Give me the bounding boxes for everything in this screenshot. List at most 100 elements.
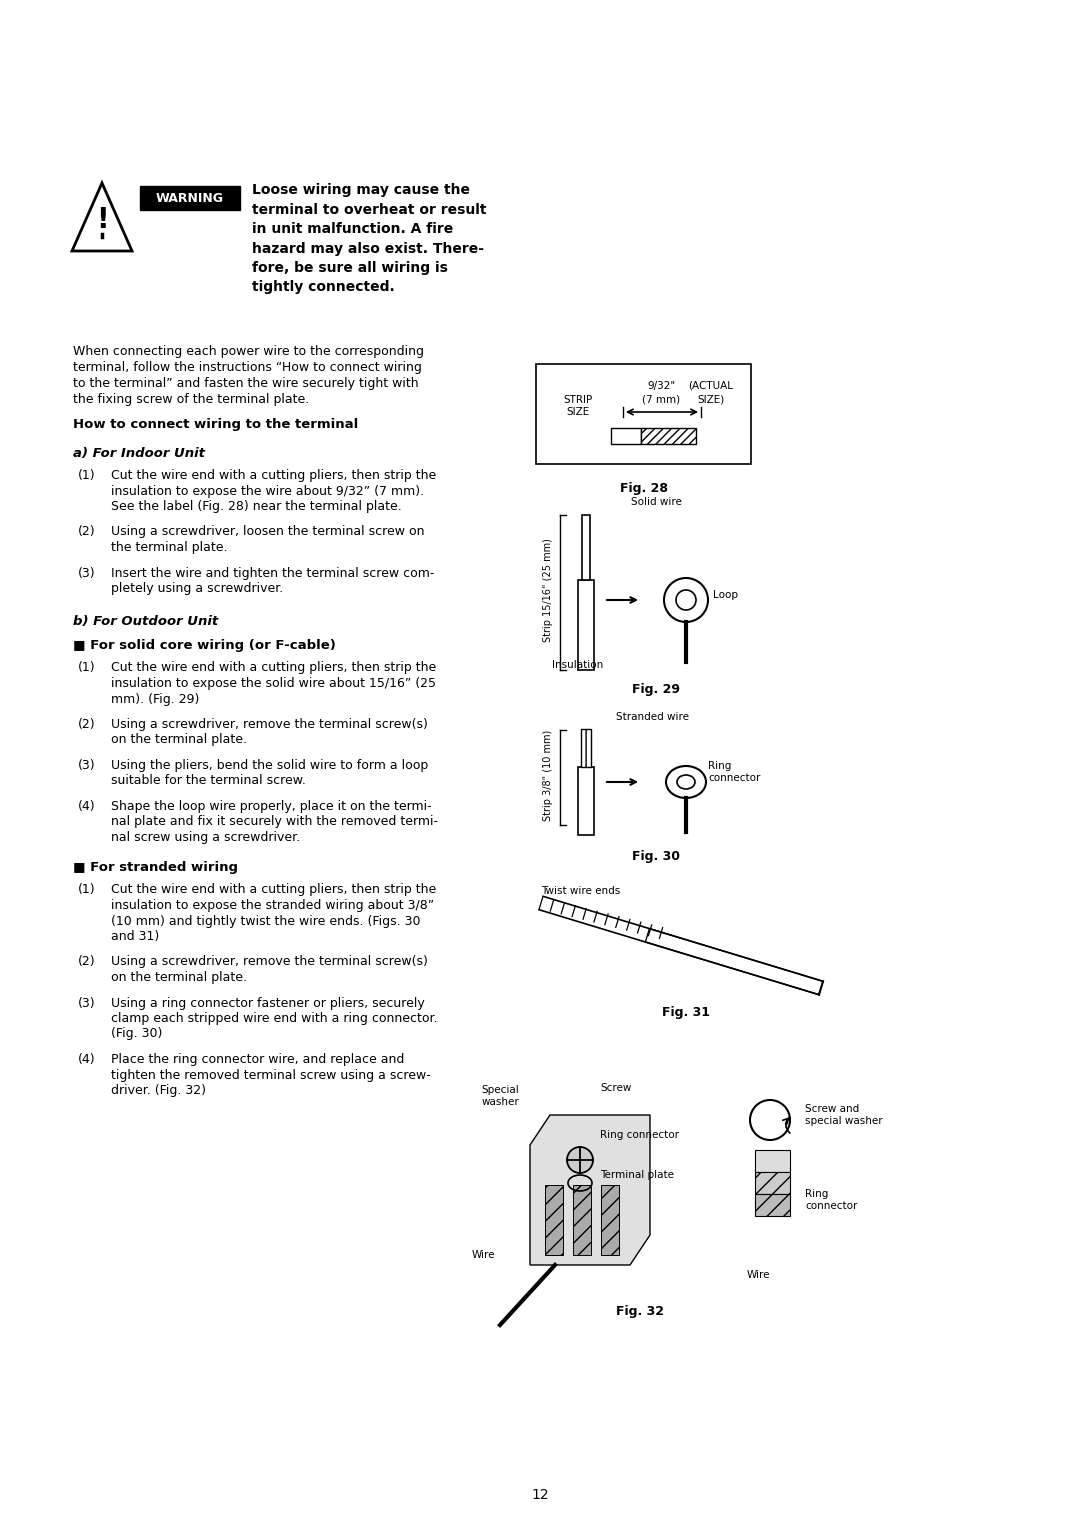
Text: Using a screwdriver, loosen the terminal screw on: Using a screwdriver, loosen the terminal… — [111, 526, 424, 538]
Bar — [600, 1186, 619, 1254]
Text: insulation to expose the wire about 9/32” (7 mm).: insulation to expose the wire about 9/32… — [111, 484, 424, 498]
Text: Fig. 31: Fig. 31 — [662, 1005, 710, 1019]
Text: See the label (Fig. 28) near the terminal plate.: See the label (Fig. 28) near the termina… — [111, 500, 402, 513]
Text: terminal, follow the instructions “How to connect wiring: terminal, follow the instructions “How t… — [73, 361, 422, 374]
Text: (1): (1) — [78, 883, 96, 897]
Text: Wire: Wire — [472, 1250, 495, 1261]
Text: insulation to expose the stranded wiring about 3/8”: insulation to expose the stranded wiring… — [111, 898, 434, 912]
Text: (10 mm) and tightly twist the wire ends. (Figs. 30: (10 mm) and tightly twist the wire ends.… — [111, 914, 420, 927]
Text: (3): (3) — [78, 567, 96, 579]
Text: WARNING: WARNING — [156, 191, 224, 205]
Text: insulation to expose the solid wire about 15/16” (25: insulation to expose the solid wire abou… — [111, 677, 436, 691]
Text: Terminal plate: Terminal plate — [600, 1170, 674, 1180]
Text: and 31): and 31) — [111, 931, 159, 943]
Text: STRIP
SIZE: STRIP SIZE — [564, 396, 593, 417]
Bar — [581, 729, 591, 767]
Text: Using a ring connector fastener or pliers, securely: Using a ring connector fastener or plier… — [111, 996, 424, 1010]
Bar — [140, 186, 240, 209]
Text: nal plate and fix it securely with the removed termi-: nal plate and fix it securely with the r… — [111, 816, 438, 828]
Text: Strip 3/8" (10 mm): Strip 3/8" (10 mm) — [543, 729, 553, 821]
Text: Using the pliers, bend the solid wire to form a loop: Using the pliers, bend the solid wire to… — [111, 759, 429, 772]
Text: to the terminal” and fasten the wire securely tight with: to the terminal” and fasten the wire sec… — [73, 377, 419, 390]
Text: Screw and
special washer: Screw and special washer — [805, 1105, 882, 1126]
Polygon shape — [530, 1115, 650, 1265]
Text: on the terminal plate.: on the terminal plate. — [111, 970, 247, 984]
Text: (Fig. 30): (Fig. 30) — [111, 1027, 162, 1041]
Text: Ring connector: Ring connector — [600, 1131, 679, 1140]
Text: (4): (4) — [78, 801, 96, 813]
Text: !: ! — [96, 206, 108, 234]
Text: b) For Outdoor Unit: b) For Outdoor Unit — [73, 616, 218, 628]
Text: pletely using a screwdriver.: pletely using a screwdriver. — [111, 582, 283, 594]
Text: terminal to overheat or result: terminal to overheat or result — [252, 203, 486, 217]
Text: Cut the wire end with a cutting pliers, then strip the: Cut the wire end with a cutting pliers, … — [111, 662, 436, 674]
Text: (2): (2) — [78, 955, 96, 969]
Text: a) For Indoor Unit: a) For Indoor Unit — [73, 448, 205, 460]
Text: tighten the removed terminal screw using a screw-: tighten the removed terminal screw using… — [111, 1068, 431, 1082]
Text: Strip 15/16" (25 mm): Strip 15/16" (25 mm) — [543, 538, 553, 642]
Text: (1): (1) — [78, 662, 96, 674]
Text: suitable for the terminal screw.: suitable for the terminal screw. — [111, 775, 306, 787]
Text: Twist wire ends: Twist wire ends — [541, 886, 620, 895]
Text: ■ For stranded wiring: ■ For stranded wiring — [73, 862, 238, 874]
Text: 12: 12 — [531, 1488, 549, 1502]
Text: (ACTUAL: (ACTUAL — [689, 380, 733, 391]
Bar — [611, 428, 642, 445]
Text: mm). (Fig. 29): mm). (Fig. 29) — [111, 692, 200, 706]
Text: hazard may also exist. There-: hazard may also exist. There- — [252, 241, 484, 255]
Text: When connecting each power wire to the corresponding: When connecting each power wire to the c… — [73, 345, 424, 358]
Text: (2): (2) — [78, 718, 96, 730]
Bar — [582, 515, 590, 581]
Text: 9/32": 9/32" — [647, 380, 675, 391]
Polygon shape — [646, 929, 823, 995]
Text: SIZE): SIZE) — [698, 394, 725, 403]
Text: How to connect wiring to the terminal: How to connect wiring to the terminal — [73, 419, 359, 431]
Text: Ring
connector: Ring connector — [708, 761, 760, 782]
Bar — [536, 364, 751, 465]
Text: Cut the wire end with a cutting pliers, then strip the: Cut the wire end with a cutting pliers, … — [111, 469, 436, 481]
Text: Using a screwdriver, remove the terminal screw(s): Using a screwdriver, remove the terminal… — [111, 718, 428, 730]
Text: (3): (3) — [78, 996, 96, 1010]
Bar — [755, 1172, 789, 1193]
Text: in unit malfunction. A fire: in unit malfunction. A fire — [252, 222, 454, 235]
Text: (2): (2) — [78, 526, 96, 538]
Bar — [578, 581, 594, 669]
Text: Fig. 29: Fig. 29 — [632, 683, 680, 695]
Text: (4): (4) — [78, 1053, 96, 1067]
Circle shape — [567, 1148, 593, 1174]
Bar — [545, 1186, 563, 1254]
Bar — [755, 1193, 789, 1216]
Text: Cut the wire end with a cutting pliers, then strip the: Cut the wire end with a cutting pliers, … — [111, 883, 436, 897]
Text: Solid wire: Solid wire — [631, 497, 681, 507]
Text: driver. (Fig. 32): driver. (Fig. 32) — [111, 1083, 206, 1097]
Text: Using a screwdriver, remove the terminal screw(s): Using a screwdriver, remove the terminal… — [111, 955, 428, 969]
Text: Stranded wire: Stranded wire — [616, 712, 689, 723]
Text: the fixing screw of the terminal plate.: the fixing screw of the terminal plate. — [73, 393, 309, 406]
Text: Fig. 28: Fig. 28 — [620, 481, 667, 495]
Bar — [642, 428, 696, 445]
Bar — [755, 1151, 789, 1172]
Bar — [573, 1186, 591, 1254]
Text: Place the ring connector wire, and replace and: Place the ring connector wire, and repla… — [111, 1053, 404, 1067]
Text: Insulation: Insulation — [552, 660, 604, 669]
Text: ■ For solid core wiring (or F-cable): ■ For solid core wiring (or F-cable) — [73, 640, 336, 652]
Text: Loose wiring may cause the: Loose wiring may cause the — [252, 183, 470, 197]
Text: clamp each stripped wire end with a ring connector.: clamp each stripped wire end with a ring… — [111, 1012, 437, 1025]
Text: Special
washer: Special washer — [481, 1085, 518, 1106]
Text: Insert the wire and tighten the terminal screw com-: Insert the wire and tighten the terminal… — [111, 567, 434, 579]
Text: Fig. 32: Fig. 32 — [616, 1305, 664, 1319]
Text: fore, be sure all wiring is: fore, be sure all wiring is — [252, 261, 448, 275]
Text: nal screw using a screwdriver.: nal screw using a screwdriver. — [111, 831, 300, 843]
Text: tightly connected.: tightly connected. — [252, 281, 395, 295]
Text: the terminal plate.: the terminal plate. — [111, 541, 228, 555]
Text: (7 mm): (7 mm) — [642, 394, 680, 403]
Text: Loop: Loop — [713, 590, 738, 601]
Text: Fig. 30: Fig. 30 — [632, 850, 680, 863]
Text: Wire: Wire — [746, 1270, 770, 1280]
Text: Ring
connector: Ring connector — [805, 1189, 858, 1210]
Text: Shape the loop wire properly, place it on the termi-: Shape the loop wire properly, place it o… — [111, 801, 432, 813]
Text: on the terminal plate.: on the terminal plate. — [111, 733, 247, 747]
Bar — [578, 767, 594, 834]
Text: (1): (1) — [78, 469, 96, 481]
Text: Screw: Screw — [600, 1083, 632, 1093]
